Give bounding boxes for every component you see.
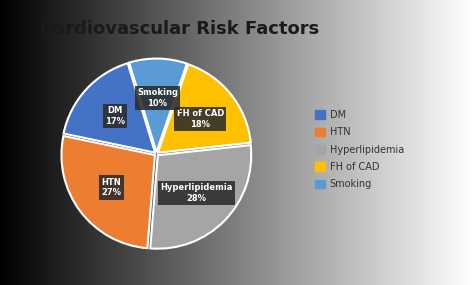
- Wedge shape: [64, 63, 155, 153]
- Text: FH of CAD
18%: FH of CAD 18%: [177, 109, 224, 129]
- Wedge shape: [129, 58, 187, 152]
- Text: Cardiovascular Risk Factors: Cardiovascular Risk Factors: [40, 20, 320, 38]
- Wedge shape: [158, 64, 251, 153]
- Text: Hyperlipidemia
28%: Hyperlipidemia 28%: [160, 183, 233, 203]
- Text: HTN
27%: HTN 27%: [101, 178, 121, 197]
- Legend: DM, HTN, Hyperlipidemia, FH of CAD, Smoking: DM, HTN, Hyperlipidemia, FH of CAD, Smok…: [312, 107, 407, 192]
- Text: Smoking
10%: Smoking 10%: [137, 88, 178, 107]
- Text: DM
17%: DM 17%: [105, 106, 125, 126]
- Wedge shape: [62, 136, 155, 248]
- Wedge shape: [150, 145, 251, 249]
